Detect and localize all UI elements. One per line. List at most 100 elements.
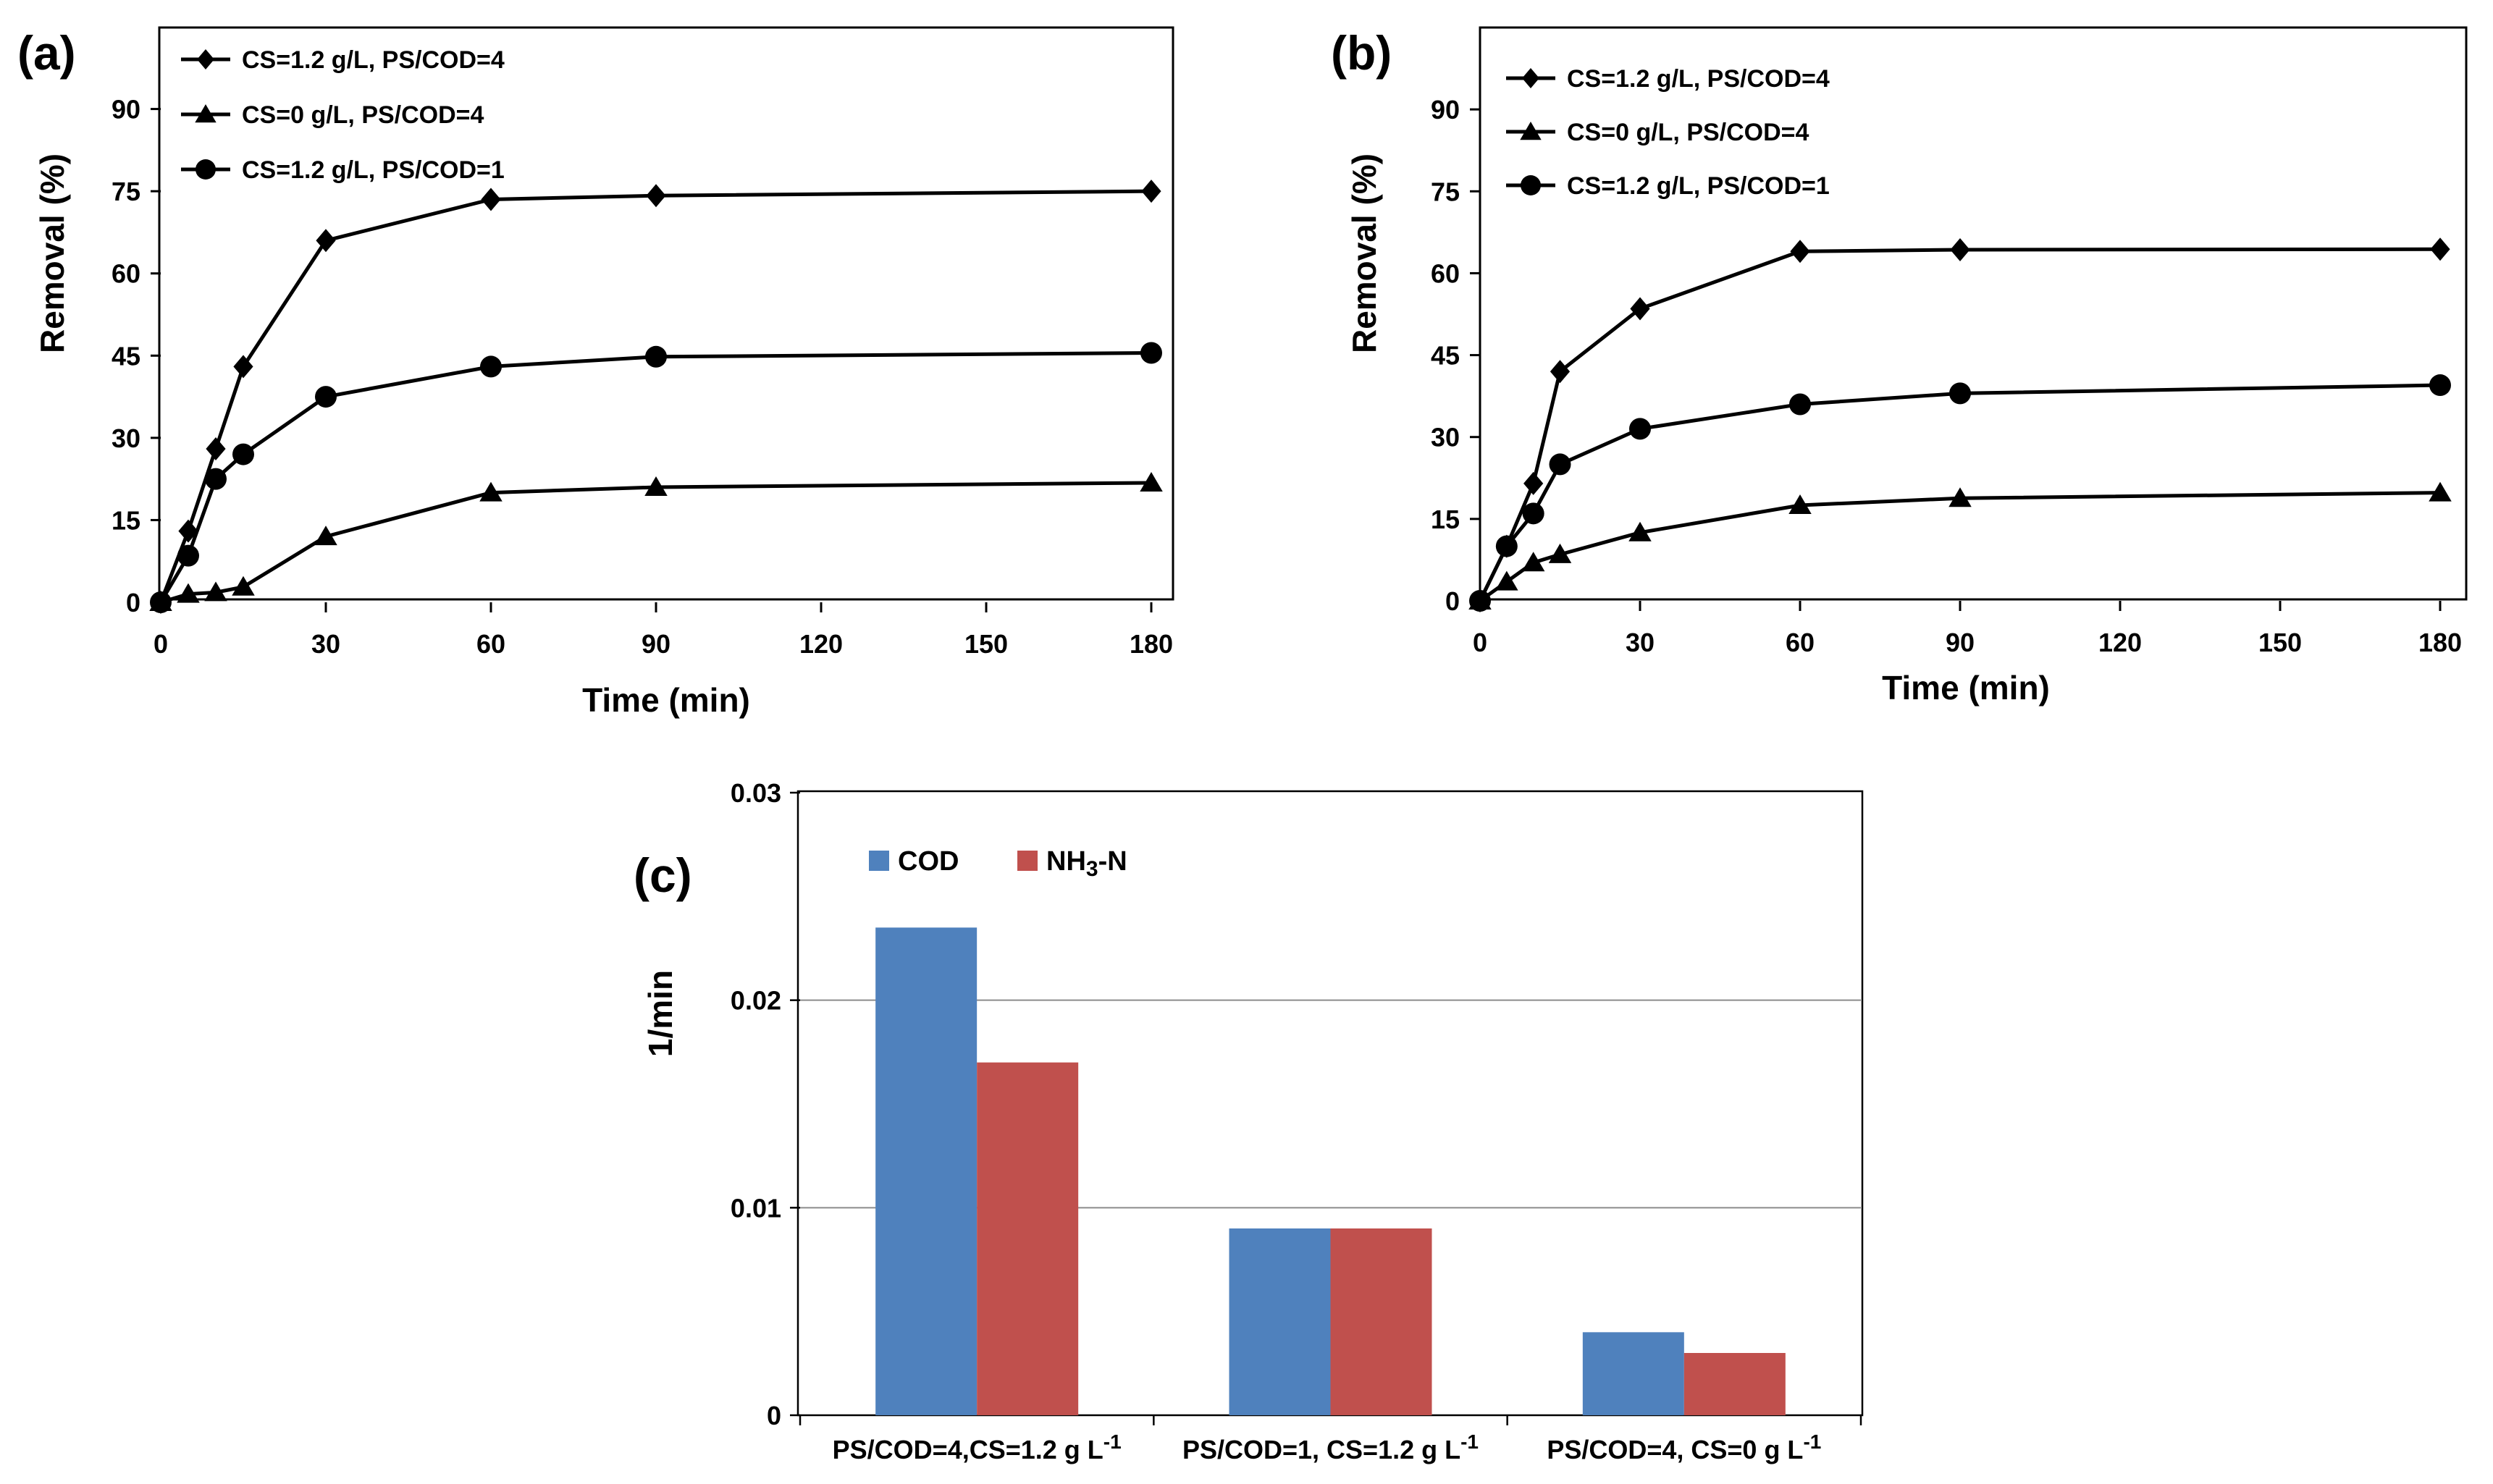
chart-b-data-point [2430,237,2450,261]
chart-a-series-line [159,351,1152,604]
chart-b-plot-area [1479,26,2468,601]
chart-b-legend-label: CS=0 g/L, PS/COD=4 [1567,119,1809,146]
chart-a-data-point [206,437,226,460]
chart-b-y-axis-title: Removal (%) [1345,153,1383,353]
chart-b-x-tick-label: 60 [1786,628,1815,657]
chart-a-data-point [232,443,254,465]
chart-c-legend-label-subscript: 3 [1086,857,1098,881]
chart-b-y-tick-label: 15 [1431,505,1460,534]
chart-c-y-tick-label: 0.01 [731,1193,781,1223]
chart-b-data-point [1523,471,1544,495]
chart-b-x-tick-label: 0 [1473,628,1487,657]
chart-b-legend-label: CS=1.2 g/L, PS/COD=4 [1567,65,1830,93]
chart-c-bar [875,927,978,1415]
chart-a-data-point [1141,180,1161,203]
chart-a-x-tick-label: 90 [642,629,670,659]
chart-a-x-tick-label: 180 [1130,629,1173,659]
chart-a-data-point [315,386,337,408]
chart-c-legend-label-main: COD [898,846,959,877]
chart-b-y-tick-label: 45 [1431,341,1460,371]
chart-b-y-tick-label: 75 [1431,177,1460,206]
chart-b-data-point [1788,494,1812,514]
panel-c-label: (c) [634,848,692,902]
chart-b-data-point [2429,374,2451,397]
chart-c-bar [1582,1332,1684,1415]
chart-a-series-line [159,189,1152,603]
chart-c-bar [1683,1353,1786,1415]
chart-c-legend-swatch [869,851,889,871]
chart-a-x-tick-label: 120 [799,629,843,659]
chart-b-x-tick-label: 90 [1946,628,1975,657]
chart-a-x-tick-label: 150 [964,629,1008,659]
chart-b-legend-marker [1520,122,1542,140]
chart-a-y-tick-label: 90 [112,95,140,125]
chart-c-bar [1330,1228,1432,1415]
chart-a-data-point [646,184,666,208]
chart-b-data-point [1495,535,1518,557]
chart-a-legend-marker [196,159,216,180]
chart-c-category-label-superscript: -1 [1103,1430,1122,1453]
chart-a-data-point [177,544,199,567]
chart-b-data-point [1550,360,1571,384]
chart-b-data-point [1949,382,1971,405]
chart-a-x-tick-label: 0 [154,629,168,659]
chart-b-data-point [1948,487,1972,507]
chart-a-legend-marker [197,49,214,69]
chart-a-data-point [205,468,227,490]
chart-b-legend-label: CS=1.2 g/L, PS/COD=1 [1567,172,1830,200]
panel-a-label: (a) [17,26,76,80]
chart-b-data-point [1628,521,1652,541]
chart-a-y-axis-title: Removal (%) [33,153,71,353]
chart-c-legend-label-main: NH [1046,846,1086,877]
chart-a-legend-label: CS=1.2 g/L, PS/COD=4 [242,46,505,74]
chart-a-y-tick-label: 60 [112,259,140,289]
chart-c-category-label: PS/COD=4,CS=1.2 g L-1 [833,1430,1122,1464]
chart-a-x-tick-label: 30 [311,629,340,659]
chart-a-data-point [644,476,668,496]
chart-b-data-point [1790,240,1810,264]
chart-a: (a) Removal (%) Time (min) 0 15 30 45 60 75 90… [17,26,1174,719]
chart-b-y-tick-label: 30 [1431,423,1460,452]
chart-b-data-point [1629,418,1651,440]
chart-a-data-point [232,576,255,596]
chart-a-data-point [204,581,227,602]
chart-c-category-label-main: PS/COD=4, CS=0 g L [1547,1435,1803,1464]
chart-c-category-label-superscript: -1 [1803,1430,1821,1453]
chart-a-plot-area [158,26,1174,601]
chart-c-category-label: PS/COD=4, CS=0 g L-1 [1547,1430,1821,1464]
chart-c-category-label-superscript: -1 [1460,1430,1479,1453]
chart-b-data-point [1950,237,1970,261]
chart-b-x-tick-label: 180 [2418,628,2462,657]
chart-b-data-point [1789,393,1811,416]
chart-a-legend-marker [195,104,216,123]
chart-b-y-tick-label: 90 [1431,95,1460,125]
chart-c-y-axis-title: 1/min [642,970,679,1057]
chart-c-y-tick-label: 0.02 [731,986,781,1016]
chart-c-y-tick-label: 0.03 [731,778,781,808]
chart-a-data-point [481,187,501,211]
chart-b-x-tick-label: 30 [1626,628,1655,657]
chart-c-legend-label: NH3-N [1046,846,1127,881]
chart-a-legend-label: CS=1.2 g/L, PS/COD=1 [242,156,505,184]
chart-c-legend-label: COD [898,846,959,877]
chart-a-data-point [233,355,253,379]
chart-a-data-point [1140,342,1162,364]
chart-b-data-point [1548,543,1572,563]
chart-a-data-point [177,583,200,603]
chart-c-bar [977,1062,1079,1415]
chart-b-data-point [2429,481,2452,502]
chart-b-data-point [1549,453,1571,476]
panel-b-label: (b) [1331,26,1392,80]
chart-c-y-tick-label: 0 [767,1401,781,1430]
chart-a-y-tick-label: 0 [126,588,140,617]
chart-b-data-point [1495,570,1518,591]
chart-c-legend-label-tail: -N [1098,846,1127,877]
chart-b-series-line [1479,491,2441,603]
chart-b-x-axis-title: Time (min) [1882,669,2050,707]
chart-b-legend-marker [1521,175,1541,195]
chart-a-data-point [316,229,336,253]
chart-b-x-tick-label: 120 [2098,628,2142,657]
chart-a-y-tick-label: 45 [112,341,140,371]
chart-a-series-line [160,481,1152,604]
